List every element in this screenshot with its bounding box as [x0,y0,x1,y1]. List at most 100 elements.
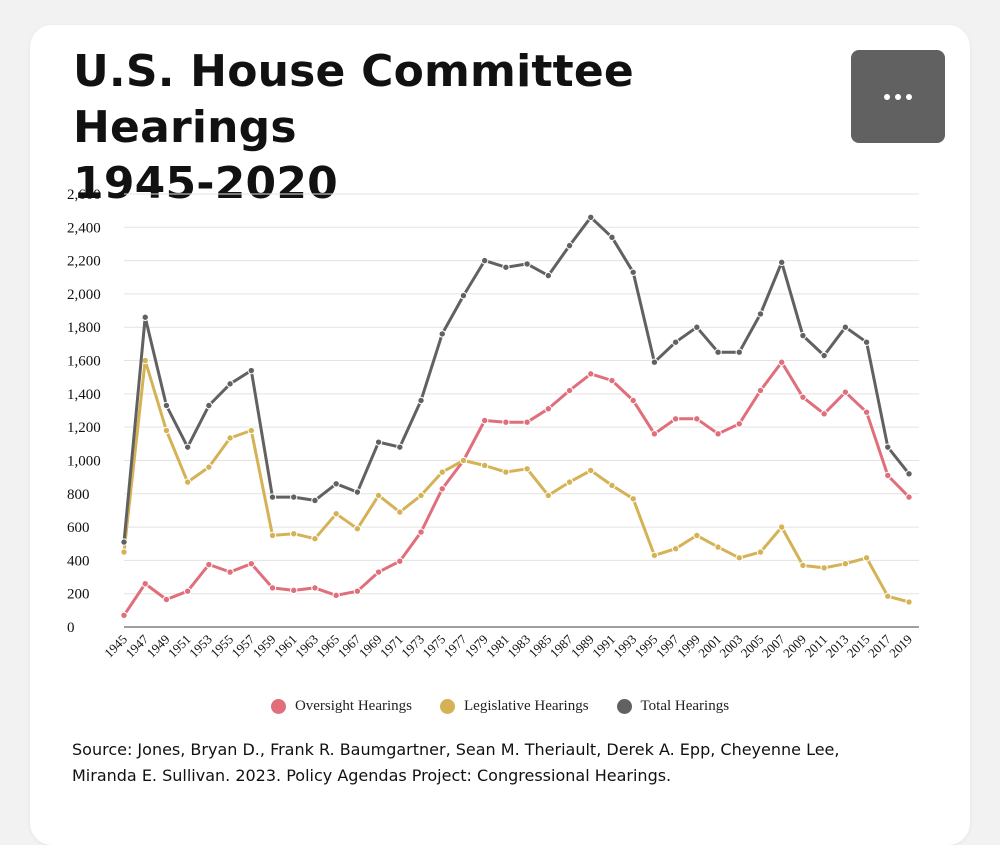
total-hearings-point [205,401,213,410]
total-hearings-point [820,351,828,360]
ellipsis-icon [884,93,912,100]
oversight-hearings-point [862,408,871,416]
total-hearings-point [544,271,553,280]
total-hearings-point [905,470,913,478]
total-hearings-point [671,338,680,346]
legend-label-legislative: Legislative Hearings [464,698,589,714]
total-hearings-point [502,263,510,271]
legislative-hearings-point [374,491,383,500]
legislative-hearings-point [459,456,468,465]
legislative-hearings-point [311,535,319,543]
legislative-hearings-line [122,359,910,604]
oversight-hearings-point [374,568,383,576]
oversight-hearings-point [671,415,680,423]
oversight-hearings-point [884,471,892,480]
legislative-hearings-point [778,523,786,531]
oversight-hearings-point [247,560,255,568]
total-hearings-point [396,443,404,451]
total-hearings-point [693,323,701,331]
legend-item-total[interactable]: Total Hearings [616,698,729,715]
oversight-swatch-icon [270,699,286,714]
oversight-hearings-point [778,358,786,366]
legislative-hearings-point [608,481,616,490]
legislative-hearings-point [820,564,828,572]
total-hearings-point [756,310,765,318]
oversight-hearings-point [693,415,701,423]
source-citation: Source: Jones, Bryan D., Frank R. Baumga… [72,740,840,785]
legislative-hearings-point [162,426,171,435]
legislative-hearings-point [650,551,659,560]
total-hearings-point [608,233,616,242]
legislative-hearings-point [735,554,743,562]
oversight-hearings-point [608,376,616,385]
legislative-hearings-point [756,548,765,556]
y-tick-label: 1,600 [67,354,101,370]
y-tick-label: 600 [67,520,90,536]
oversight-hearings-point [523,418,531,426]
legislative-hearings-point [417,491,425,500]
page-title: U.S. House Committee Hearings 1945-2020 [73,46,634,209]
oversight-hearings-point [905,493,913,501]
total-hearings-point [438,330,446,338]
oversight-hearings-point [629,396,637,405]
legislative-hearings-point [120,548,128,556]
legislative-hearings-point [862,554,871,562]
total-hearings-point [714,348,722,356]
total-hearings-point [587,213,595,222]
total-hearings-point [226,380,234,388]
total-hearings-point [884,443,892,451]
oversight-hearings-point [226,568,234,576]
total-hearings-point [268,493,277,501]
oversight-hearings-point [565,386,574,395]
oversight-hearings-point [396,557,404,565]
legislative-hearings-point [502,468,510,476]
x-axis: 1945194719491951195319551957195919611963… [101,631,915,660]
oversight-hearings-point [544,405,553,413]
y-axis: 0 200 400 600 800 1,000 1,200 1,400 1,600 1,800 2,… [67,187,101,636]
total-hearings-point [735,348,743,356]
legislative-hearings-point [268,531,277,540]
y-tick-label: 200 [67,587,90,603]
oversight-hearings-point [205,560,213,569]
legislative-hearings-point [480,461,489,470]
total-hearings-point [650,358,659,366]
series-lines [120,213,913,620]
total-hearings-point [459,291,468,300]
oversight-hearings-point [841,388,850,396]
legislative-hearings-point [693,531,701,540]
oversight-hearings-point [480,416,489,425]
legislative-hearings-point [332,510,340,518]
y-tick-label: 1,200 [67,420,101,436]
legislative-hearings-point [353,525,362,533]
total-hearings-point [247,366,255,375]
oversight-hearings-point [417,528,425,536]
oversight-hearings-point [332,591,340,600]
oversight-hearings-point [141,580,149,588]
legislative-hearings-point [629,495,637,503]
total-hearings-point [374,438,383,446]
oversight-hearings-point [183,587,192,595]
legislative-hearings-point [565,478,574,486]
total-hearings-point [120,538,128,546]
legend-item-oversight[interactable]: Oversight Hearings [270,698,412,715]
total-hearings-point [799,331,807,340]
oversight-hearings-point [311,584,319,592]
oversight-hearings-point [438,485,446,493]
legislative-hearings-point [714,543,722,551]
legislative-hearings-point [884,592,892,600]
total-hearings-point [862,338,871,346]
total-hearings-point [183,443,192,451]
legislative-hearings-point [183,478,192,486]
oversight-hearings-point [756,386,765,395]
legislative-hearings-point [544,491,553,500]
oversight-hearings-point [799,393,807,401]
legislative-hearings-point [523,465,531,473]
oversight-hearings-point [502,418,510,426]
legislative-hearings-point [396,508,404,516]
total-hearings-point [290,493,298,501]
oversight-hearings-point [650,430,659,438]
legend-item-legislative[interactable]: Legislative Hearings [440,698,589,715]
more-options-button[interactable] [851,50,945,143]
oversight-hearings-point [587,370,595,378]
oversight-hearings-point [268,584,277,592]
